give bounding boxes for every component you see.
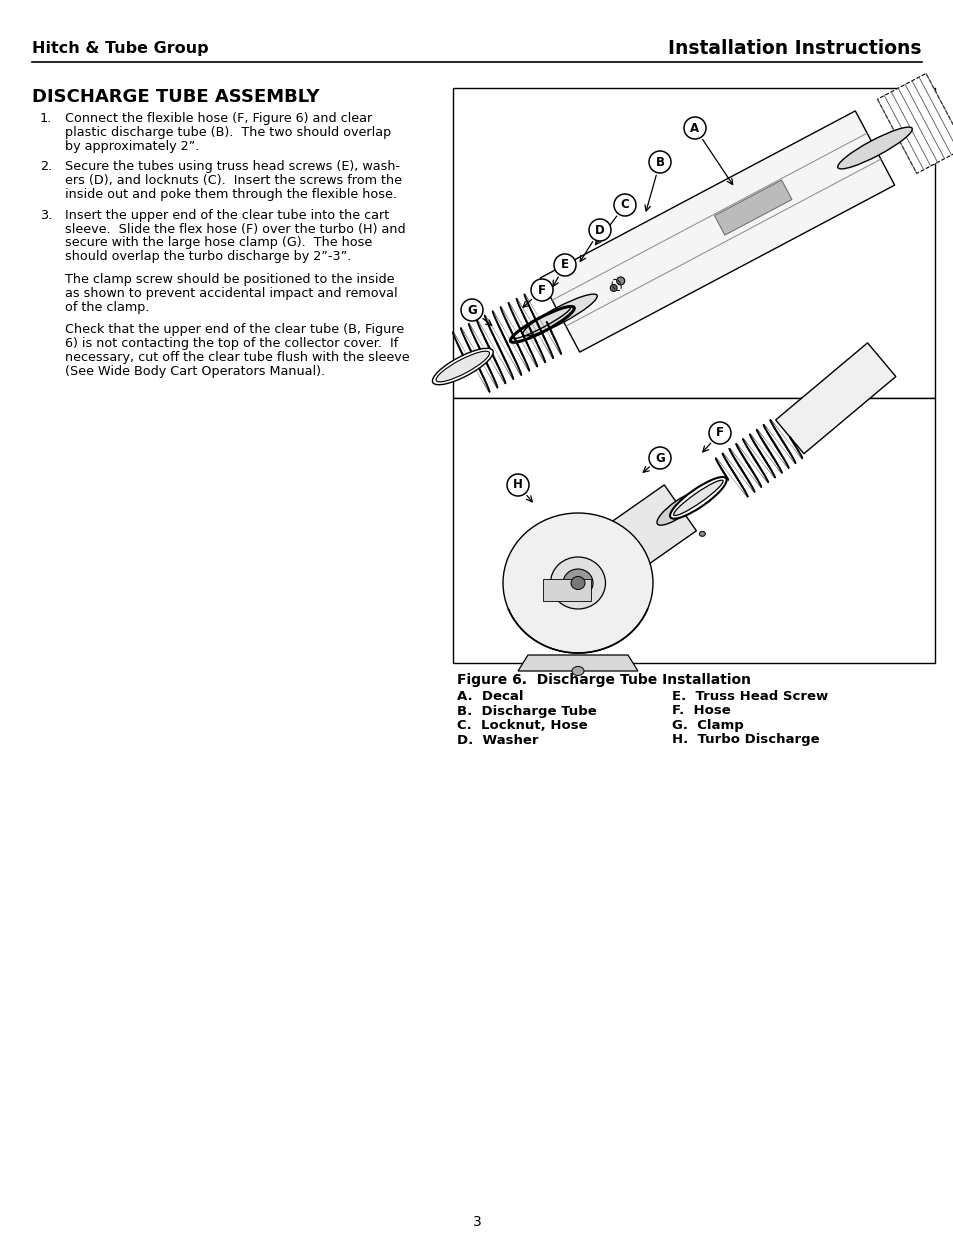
Text: D: D bbox=[595, 224, 604, 236]
Text: by approximately 2”.: by approximately 2”. bbox=[65, 140, 199, 153]
Ellipse shape bbox=[562, 569, 593, 597]
Ellipse shape bbox=[550, 557, 605, 609]
Text: inside out and poke them through the flexible hose.: inside out and poke them through the fle… bbox=[65, 188, 396, 201]
Text: Secure the tubes using truss head screws (E), wash-: Secure the tubes using truss head screws… bbox=[65, 161, 399, 173]
Polygon shape bbox=[606, 485, 696, 571]
Ellipse shape bbox=[669, 477, 726, 519]
Text: 3.: 3. bbox=[40, 209, 52, 222]
Circle shape bbox=[610, 284, 617, 291]
Circle shape bbox=[531, 279, 553, 301]
Ellipse shape bbox=[436, 351, 489, 382]
Ellipse shape bbox=[673, 480, 722, 515]
Ellipse shape bbox=[502, 513, 652, 653]
Text: D.  Washer: D. Washer bbox=[456, 734, 537, 746]
Text: B.  Discharge Tube: B. Discharge Tube bbox=[456, 704, 597, 718]
Text: Hitch & Tube Group: Hitch & Tube Group bbox=[32, 41, 209, 56]
Text: Installation Instructions: Installation Instructions bbox=[668, 38, 921, 58]
Circle shape bbox=[460, 299, 482, 321]
Text: F: F bbox=[716, 426, 723, 440]
Circle shape bbox=[648, 447, 670, 469]
Text: of the clamp.: of the clamp. bbox=[65, 300, 150, 314]
Text: ers (D), and locknuts (C).  Insert the screws from the: ers (D), and locknuts (C). Insert the sc… bbox=[65, 174, 401, 188]
Polygon shape bbox=[775, 343, 895, 453]
Text: should overlap the turbo discharge by 2”-3”.: should overlap the turbo discharge by 2”… bbox=[65, 251, 351, 263]
Text: plastic discharge tube (B).  The two should overlap: plastic discharge tube (B). The two shou… bbox=[65, 126, 391, 138]
Ellipse shape bbox=[657, 490, 703, 525]
Ellipse shape bbox=[571, 577, 584, 589]
Text: sleeve.  Slide the flex hose (F) over the turbo (H) and: sleeve. Slide the flex hose (F) over the… bbox=[65, 222, 405, 236]
Ellipse shape bbox=[522, 294, 597, 336]
Circle shape bbox=[683, 117, 705, 140]
Text: necessary, cut off the clear tube flush with the sleeve: necessary, cut off the clear tube flush … bbox=[65, 351, 409, 364]
Text: Connect the flexible hose (F, Figure 6) and clear: Connect the flexible hose (F, Figure 6) … bbox=[65, 112, 372, 125]
Circle shape bbox=[506, 474, 529, 496]
Text: H: H bbox=[513, 478, 522, 492]
Ellipse shape bbox=[572, 667, 583, 676]
Circle shape bbox=[614, 194, 636, 216]
Circle shape bbox=[648, 151, 670, 173]
Text: F.  Hose: F. Hose bbox=[671, 704, 730, 718]
Text: E.  Truss Head Screw: E. Truss Head Screw bbox=[671, 690, 827, 703]
Text: E: E bbox=[560, 258, 568, 272]
Circle shape bbox=[708, 422, 730, 445]
Polygon shape bbox=[517, 655, 638, 671]
Text: G: G bbox=[655, 452, 664, 464]
Text: The clamp screw should be positioned to the inside: The clamp screw should be positioned to … bbox=[65, 273, 395, 287]
Text: A.  Decal: A. Decal bbox=[456, 690, 523, 703]
Text: DISCHARGE TUBE ASSEMBLY: DISCHARGE TUBE ASSEMBLY bbox=[32, 88, 319, 106]
Polygon shape bbox=[539, 111, 894, 352]
Ellipse shape bbox=[699, 531, 704, 536]
Polygon shape bbox=[714, 180, 791, 235]
Text: A: A bbox=[690, 121, 699, 135]
Text: G: G bbox=[467, 304, 476, 316]
Text: 2.: 2. bbox=[40, 161, 52, 173]
Text: (See Wide Body Cart Operators Manual).: (See Wide Body Cart Operators Manual). bbox=[65, 364, 325, 378]
Circle shape bbox=[588, 219, 610, 241]
Ellipse shape bbox=[837, 127, 911, 169]
Text: Insert the upper end of the clear tube into the cart: Insert the upper end of the clear tube i… bbox=[65, 209, 389, 222]
Text: as shown to prevent accidental impact and removal: as shown to prevent accidental impact an… bbox=[65, 287, 397, 300]
Text: Figure 6.  Discharge Tube Installation: Figure 6. Discharge Tube Installation bbox=[456, 673, 750, 687]
Bar bbox=[453, 398, 934, 663]
Text: Check that the upper end of the clear tube (B, Figure: Check that the upper end of the clear tu… bbox=[65, 324, 404, 336]
Ellipse shape bbox=[432, 348, 493, 385]
Polygon shape bbox=[877, 73, 953, 173]
Text: B: B bbox=[655, 156, 664, 168]
Bar bbox=[542, 579, 590, 601]
Text: 1.: 1. bbox=[40, 112, 52, 125]
Text: 3: 3 bbox=[472, 1215, 481, 1229]
Circle shape bbox=[616, 277, 624, 285]
Text: C.  Locknut, Hose: C. Locknut, Hose bbox=[456, 719, 587, 732]
Text: F: F bbox=[537, 284, 545, 296]
Text: secure with the large hose clamp (G).  The hose: secure with the large hose clamp (G). Th… bbox=[65, 236, 372, 249]
Text: H.  Turbo Discharge: H. Turbo Discharge bbox=[671, 734, 819, 746]
Bar bbox=[453, 88, 934, 398]
Circle shape bbox=[554, 254, 576, 275]
Text: 6) is not contacting the top of the collector cover.  If: 6) is not contacting the top of the coll… bbox=[65, 337, 397, 351]
Text: G.  Clamp: G. Clamp bbox=[671, 719, 743, 732]
Text: C: C bbox=[620, 199, 629, 211]
